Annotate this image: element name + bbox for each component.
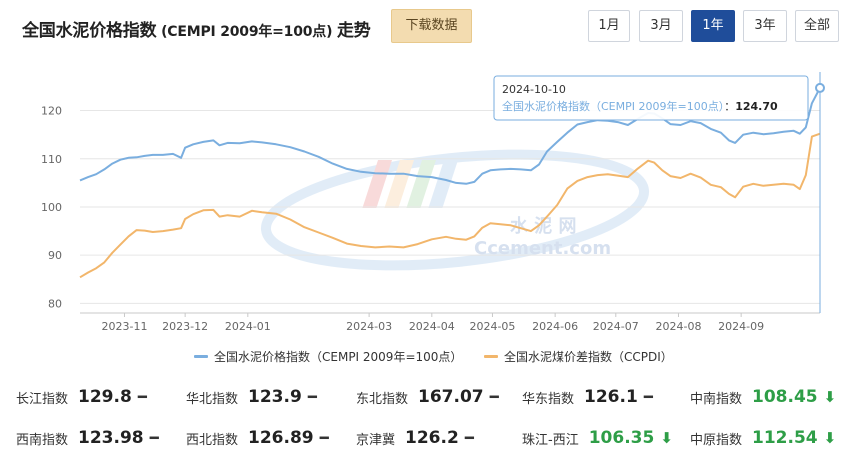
grid xyxy=(80,110,820,314)
chart-header: 全国水泥价格指数 (CEMPI 2009年=100点) 走势 下载数据 1月 3… xyxy=(0,0,863,60)
y-tick-label: 120 xyxy=(41,105,62,118)
range-button-1y[interactable]: 1年 xyxy=(691,10,735,42)
legend-label-cempi: 全国水泥价格指数（CEMPI 2009年=100点） xyxy=(214,350,463,364)
x-tick-label: 2024-01 xyxy=(225,320,271,333)
title-sub: (CEMPI 2009年=100点) xyxy=(156,24,337,40)
range-button-3y[interactable]: 3年 xyxy=(743,10,787,42)
legend-item-ccpdi[interactable]: 全国水泥煤价差指数（CCPDI） xyxy=(484,348,673,365)
tooltip-series: 全国水泥价格指数（CEMPI 2009年=100点） xyxy=(502,99,724,113)
index-item[interactable]: 中原指数 112.54 ⬇ xyxy=(690,428,837,448)
legend-swatch-ccpdi xyxy=(484,355,498,358)
range-button-1m[interactable]: 1月 xyxy=(588,10,630,42)
legend: 全国水泥价格指数（CEMPI 2009年=100点） 全国水泥煤价差指数（CCP… xyxy=(0,348,863,368)
watermark-en: Ccement.com xyxy=(474,238,611,259)
x-tick-label: 2024-03 xyxy=(346,320,392,333)
watermark-cn: 水 泥 网 xyxy=(510,215,577,237)
x-tick-label: 2024-04 xyxy=(409,320,455,333)
title-tail: 走势 xyxy=(336,21,371,41)
index-item[interactable]: 华东指数 126.1 ━ xyxy=(522,387,653,407)
tooltip-value: 124.70 xyxy=(735,100,778,113)
series-line-cempi xyxy=(79,87,821,185)
y-tick-label: 100 xyxy=(41,201,62,214)
x-tick-label: 2024-05 xyxy=(469,320,515,333)
legend-swatch-cempi xyxy=(194,355,208,358)
y-tick-label: 90 xyxy=(48,249,62,262)
index-item[interactable]: 华北指数 123.9 ━ xyxy=(186,387,317,407)
title-main: 全国水泥价格指数 xyxy=(22,21,157,41)
index-item[interactable]: 西北指数 126.89 ━ xyxy=(186,428,329,448)
svg-text:全国水泥价格指数（CEMPI 2009年=100点）：124: 全国水泥价格指数（CEMPI 2009年=100点）：124.70 xyxy=(502,99,778,113)
index-item[interactable]: 珠江-西江 106.35 ⬇ xyxy=(522,428,673,448)
index-item[interactable]: 西南指数 123.98 ━ xyxy=(16,428,159,448)
watermark: 水 泥 网 Ccement.com xyxy=(260,149,650,271)
regional-indices: 长江指数 129.8 ━ 华北指数 123.9 ━ 东北指数 167.07 ━ 华东指数 12… xyxy=(0,380,863,459)
x-tick-label: 2024-09 xyxy=(718,320,764,333)
y-tick-label: 110 xyxy=(41,153,62,166)
range-button-3m[interactable]: 3月 xyxy=(639,10,683,42)
x-tick-label: 2024-08 xyxy=(655,320,701,333)
legend-label-ccpdi: 全国水泥煤价差指数（CCPDI） xyxy=(504,350,673,364)
range-button-all[interactable]: 全部 xyxy=(795,10,839,42)
download-data-button[interactable]: 下载数据 xyxy=(391,9,472,43)
x-axis: 2023-11 2023-12 2024-01 2024-03 2024-04 2024-… xyxy=(101,313,764,333)
tooltip-date: 2024-10-10 xyxy=(502,83,566,96)
page-title: 全国水泥价格指数 (CEMPI 2009年=100点) 走势 xyxy=(22,16,371,41)
index-item[interactable]: 东北指数 167.07 ━ xyxy=(356,387,499,407)
x-tick-label: 2024-07 xyxy=(593,320,639,333)
x-tick-label: 2023-12 xyxy=(162,320,208,333)
x-tick-label: 2023-11 xyxy=(101,320,147,333)
legend-item-cempi[interactable]: 全国水泥价格指数（CEMPI 2009年=100点） xyxy=(194,348,462,365)
index-item[interactable]: 京津冀 126.2 ━ xyxy=(356,428,474,448)
y-axis: 80 90 100 110 120 xyxy=(41,105,62,311)
tooltip: 2024-10-10 全国水泥价格指数（CEMPI 2009年=100点）：12… xyxy=(493,75,809,121)
series-lines xyxy=(79,87,821,279)
y-tick-label: 80 xyxy=(48,297,62,310)
index-item[interactable]: 长江指数 129.8 ━ xyxy=(16,387,147,407)
series-line-ccpdi xyxy=(79,132,821,279)
x-tick-label: 2024-06 xyxy=(532,320,578,333)
hover-point xyxy=(815,82,825,93)
index-item[interactable]: 中南指数 108.45 ⬇ xyxy=(690,387,837,407)
